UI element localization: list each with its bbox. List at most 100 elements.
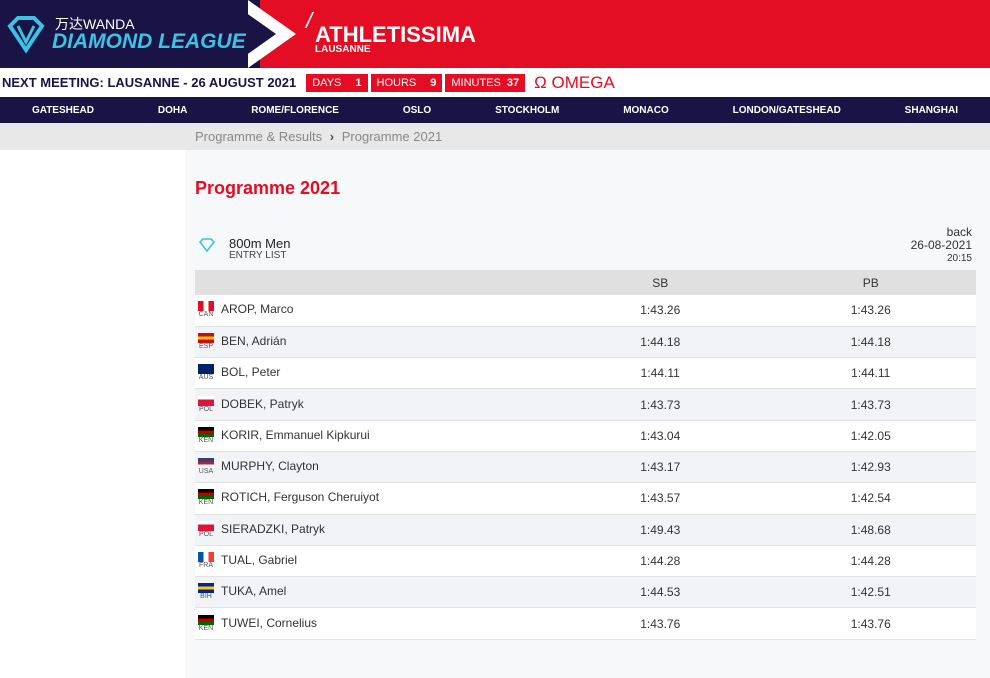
country-code: AUS [198,374,214,382]
table-row: KEN ROTICH, Ferguson Cheruiyot 1:43.57 1:… [195,482,976,515]
flag-icon: FRA [197,552,215,570]
country-code: KEN [198,499,214,507]
event-name: 800m Men [229,236,291,251]
athlete-cell: ESP BEN, Adrián [195,326,555,359]
sb-cell: 1:43.17 [555,451,766,484]
sb-cell: 1:43.26 [555,295,766,327]
hours-counter: HOURS 9 [370,73,443,92]
pb-cell: 1:42.51 [765,576,976,609]
diamond-league-banner[interactable] [0,0,260,68]
sb-cell: 1:44.28 [555,545,766,578]
table-row: KEN KORIR, Emmanuel Kipkurui 1:43.04 1:42… [195,420,976,452]
chevron-divider-inner [228,0,276,68]
breadcrumb-parent[interactable]: Programme & Results [195,129,323,144]
sb-cell: 1:43.76 [555,607,766,640]
pb-cell: 1:42.93 [765,451,976,484]
athletissima-mark: / [306,8,313,33]
back-link[interactable]: back [946,225,972,239]
athlete-name[interactable]: TUKA, Amel [221,584,287,599]
athlete-cell: CAN AROP, Marco [195,295,555,327]
athlete-name[interactable]: DOBEK, Patryk [221,396,304,411]
days-label: DAYS [312,76,342,89]
athlete-cell: KEN TUWEI, Cornelius [195,607,555,640]
country-code: KEN [198,436,214,444]
country-code: USA [198,468,214,476]
table-row: POL DOBEK, Patryk 1:43.73 1:43.73 [195,388,976,421]
diamond-icon [199,238,215,252]
flag-icon: POL [197,395,215,414]
minutes-counter: MINUTES 37 [445,73,526,92]
athlete-cell: BIH TUKA, Amel [195,576,555,609]
hours-label: HOURS [376,76,417,89]
athlete-cell: KEN KORIR, Emmanuel Kipkurui [195,420,555,452]
next-meeting-text: NEXT MEETING: LAUSANNE - 26 AUGUST 2021 [2,75,297,90]
sb-cell: 1:43.04 [555,420,766,452]
nav-gateshead[interactable]: GATESHEAD [31,104,94,116]
table-header: SB PB [195,270,976,295]
omega-logo[interactable]: Ω OMEGA [534,72,615,92]
athlete-cell: FRA TUAL, Gabriel [195,545,555,578]
nav-shanghai[interactable]: SHANGHAI [904,104,959,116]
page-title: Programme 2021 [195,178,341,198]
pb-cell: 1:43.73 [765,388,976,421]
country-code: FRA [199,562,213,570]
sb-col-header: SB [555,270,766,295]
table-row: BIH TUKA, Amel 1:44.53 1:42.51 [195,576,976,609]
pb-cell: 1:44.28 [765,545,976,578]
nav-monaco[interactable]: MONACO [623,104,669,116]
sb-cell: 1:43.73 [555,388,766,421]
country-code: ESP [198,342,213,350]
table-row: CAN AROP, Marco 1:43.26 1:43.26 [195,295,976,327]
table-row: FRA TUAL, Gabriel 1:44.28 1:44.28 [195,545,976,578]
athlete-name[interactable]: TUWEI, Cornelius [221,615,318,630]
table-row: USA MURPHY, Clayton 1:43.17 1:42.93 [195,451,976,484]
table-row: AUS BOL, Peter 1:44.11 1:44.11 [195,357,976,390]
athlete-cell: USA MURPHY, Clayton [195,451,555,484]
country-code: POL [198,530,213,538]
nav-oslo[interactable]: OSLO [402,104,432,116]
nav-london-gateshead[interactable]: LONDON/GATESHEAD [732,104,841,116]
flag-icon: CAN [197,301,215,319]
meeting-logo[interactable]: ATHLETISSIMA [315,22,476,47]
athlete-name[interactable]: TUAL, Gabriel [221,553,298,568]
diamond-league-logo[interactable]: DIAMOND LEAGUE [52,30,246,53]
hours-value: 9 [430,76,437,89]
event-subtitle: ENTRY LIST [229,250,287,261]
country-code: POL [198,405,213,413]
athlete-name[interactable]: MURPHY, Clayton [221,459,319,474]
event-info: back 26-08-2021 20:15 [911,226,972,265]
flag-icon: USA [197,458,215,476]
athlete-cell: POL DOBEK, Patryk [195,388,555,421]
athlete-name[interactable]: BOL, Peter [221,365,281,380]
athlete-name[interactable]: SIERADZKI, Patryk [221,521,326,536]
event-time: 20:15 [946,253,972,264]
breadcrumb-current: Programme 2021 [341,129,443,144]
pb-col-header: PB [765,270,976,295]
flag-icon: AUS [197,364,215,382]
athlete-name[interactable]: BEN, Adrián [221,334,287,349]
flag-icon: KEN [197,614,215,633]
athlete-cell: POL SIERADZKI, Patryk [195,514,555,546]
table-row: ESP BEN, Adrián 1:44.18 1:44.18 [195,326,976,359]
country-code: BIH [200,593,212,601]
flag-icon: POL [197,520,215,539]
sb-cell: 1:44.11 [555,357,766,390]
sb-cell: 1:44.53 [555,576,766,609]
entry-list-table: SB PB CAN AROP, Marco 1:43.26 1:43.26 ESP B… [195,270,976,640]
athlete-name[interactable]: KORIR, Emmanuel Kipkurui [221,428,370,442]
athlete-cell: AUS BOL, Peter [195,357,555,390]
athlete-name[interactable]: AROP, Marco [221,302,294,317]
nav-doha[interactable]: DOHA [157,104,188,116]
country-code: KEN [198,624,214,632]
athlete-name[interactable]: ROTICH, Ferguson Cheruiyot [221,490,380,505]
pb-cell: 1:44.18 [765,326,976,359]
athlete-col-header [195,270,555,295]
flag-icon: KEN [197,426,215,445]
nav-rome-florence[interactable]: ROME/FLORENCE [251,104,339,116]
chevron-right-icon: › [329,129,335,144]
site-header: 万达WANDA DIAMOND LEAGUE / ATHLETISSIMA LA… [0,0,990,68]
meeting-city: LAUSANNE [315,44,371,55]
pb-cell: 1:48.68 [765,514,976,546]
nav-stockholm[interactable]: STOCKHOLM [495,104,560,116]
minutes-value: 37 [506,76,520,89]
